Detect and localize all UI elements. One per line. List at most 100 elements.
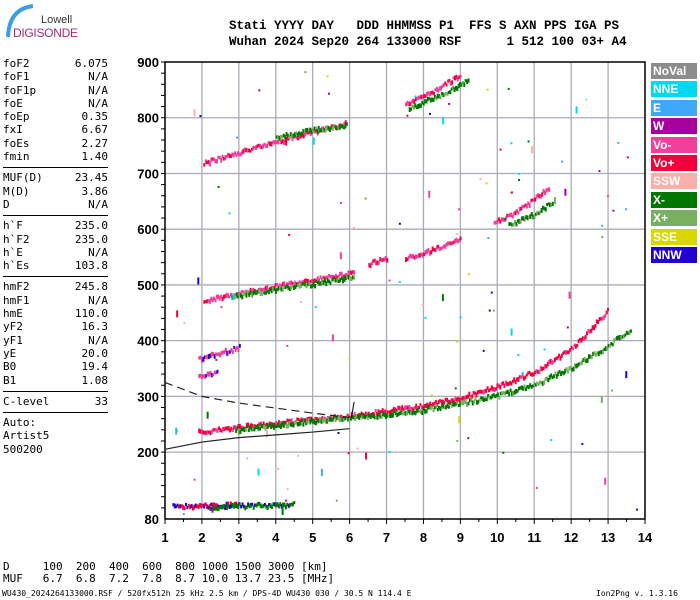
legend: NoVal NNE E W Vo- Vo+ SSW X- X+ SSE NNW	[651, 63, 697, 265]
echo-point	[394, 412, 397, 416]
echo-point	[241, 425, 244, 429]
echo-point	[328, 128, 331, 132]
noise-point	[358, 451, 361, 454]
echo-point	[587, 354, 590, 359]
echo-point	[184, 502, 187, 507]
echo-point	[326, 275, 329, 279]
echo-point	[376, 412, 379, 418]
echo-point	[463, 399, 466, 404]
echo-point	[527, 371, 530, 375]
echo-point	[330, 274, 333, 280]
echo-point	[424, 408, 427, 414]
echo-point	[180, 504, 183, 508]
echo-point	[453, 402, 456, 407]
echo-point	[182, 505, 185, 510]
echo-point	[259, 503, 262, 509]
echo-point	[308, 130, 311, 135]
echo-point	[541, 366, 544, 372]
echo-point	[359, 413, 362, 418]
noise-point	[199, 115, 202, 118]
echo-point	[473, 399, 476, 404]
echo-point	[528, 203, 531, 208]
echo-point	[332, 275, 335, 279]
echo-point	[423, 252, 426, 256]
echo-point	[448, 241, 451, 246]
echo-point	[344, 275, 347, 281]
echo-point	[429, 98, 432, 103]
echo-point	[362, 413, 365, 419]
echo-point	[583, 356, 586, 362]
x-tick-label: 8	[420, 530, 427, 545]
param-row: h`Es 103.8	[3, 259, 108, 272]
echo-point	[201, 429, 204, 435]
echo-point	[565, 350, 568, 355]
echo-point	[524, 203, 527, 207]
noise-point	[217, 185, 220, 188]
echo-point	[447, 241, 449, 246]
echo-point	[577, 339, 580, 344]
echo-point	[332, 277, 335, 281]
echo-point	[443, 406, 446, 410]
echo-point	[553, 357, 556, 363]
echo-point	[500, 382, 503, 387]
noise-point	[339, 252, 342, 260]
echo-point	[258, 427, 261, 431]
echo-point	[234, 347, 237, 352]
echo-point	[365, 414, 368, 418]
noise-point	[193, 478, 196, 481]
echo-point	[210, 351, 213, 357]
echo-point	[444, 244, 447, 249]
echo-point	[587, 328, 590, 333]
echo-point	[510, 212, 513, 218]
echo-point	[408, 410, 411, 415]
param-value: 20.0	[81, 346, 109, 360]
echo-point	[252, 145, 255, 151]
x-tick-label: 10	[490, 530, 504, 545]
echo-point	[481, 389, 484, 394]
echo-point	[465, 395, 468, 400]
echo-point	[439, 399, 442, 403]
echo-point	[299, 134, 302, 139]
echo-point	[305, 422, 308, 426]
echo-point	[269, 503, 272, 509]
param-row: hmF2 245.8	[3, 280, 108, 293]
echo-point	[404, 405, 407, 410]
echo-point	[333, 275, 336, 280]
echo-point	[571, 367, 574, 372]
echo-point	[461, 81, 464, 85]
echo-point	[343, 277, 346, 282]
param-value: 3.86	[81, 184, 109, 198]
noise-point	[521, 372, 524, 375]
noise-point	[626, 156, 629, 159]
echo-point	[210, 429, 213, 435]
echo-point	[375, 260, 378, 266]
echo-point	[225, 154, 228, 159]
echo-point	[244, 428, 247, 432]
echo-point	[588, 329, 591, 334]
echo-point	[421, 100, 424, 105]
echo-point	[275, 502, 278, 508]
echo-point	[508, 391, 511, 397]
echo-point	[279, 424, 282, 429]
echo-point	[424, 249, 427, 255]
echo-point	[385, 409, 388, 415]
echo-point	[511, 223, 514, 227]
echo-point	[310, 130, 313, 135]
echo-point	[322, 126, 325, 130]
echo-point	[590, 355, 593, 360]
echo-point	[304, 278, 307, 283]
echo-point	[435, 404, 438, 409]
auto-text: Artist5	[3, 429, 50, 443]
param-value: 103.8	[74, 259, 108, 273]
echo-point	[426, 249, 428, 255]
echo-point	[541, 192, 544, 197]
echo-point	[546, 203, 549, 207]
echo-point	[286, 502, 289, 507]
echo-point	[456, 86, 459, 91]
echo-point	[369, 414, 372, 419]
echo-point	[446, 397, 449, 403]
echo-point	[537, 370, 540, 374]
echo-point	[523, 216, 526, 222]
param-row: yF2 16.3	[3, 320, 108, 333]
noise-point	[356, 447, 359, 450]
